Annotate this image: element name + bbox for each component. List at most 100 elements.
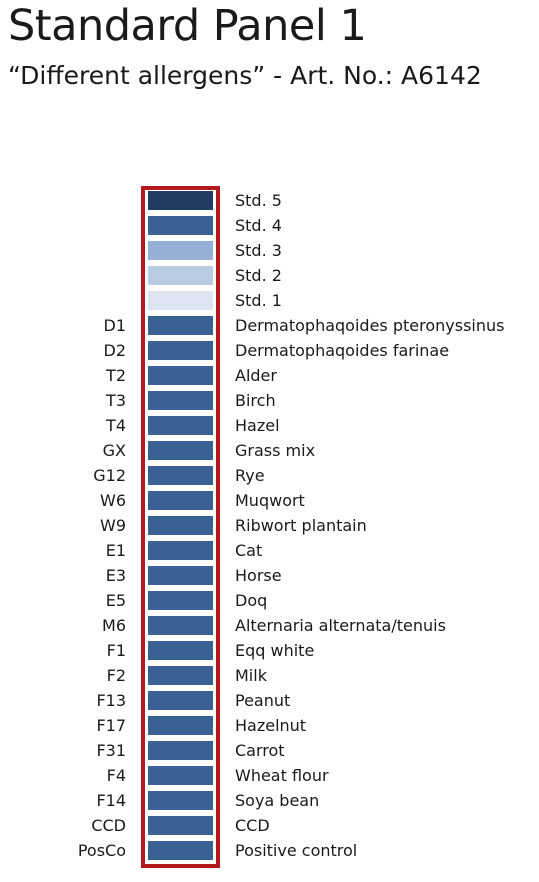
strip-row: T4 Hazel bbox=[0, 413, 539, 438]
allergen-code: G12 bbox=[93, 466, 126, 485]
test-band bbox=[148, 291, 213, 310]
strip-row: W9 Ribwort plantain bbox=[0, 513, 539, 538]
allergen-code: F13 bbox=[96, 691, 126, 710]
test-band bbox=[148, 366, 213, 385]
allergen-label: Ribwort plantain bbox=[235, 516, 367, 535]
test-band bbox=[148, 816, 213, 835]
allergen-label: Positive control bbox=[235, 841, 358, 860]
strip-row: Std. 1 bbox=[0, 288, 539, 313]
allergen-code: F2 bbox=[106, 666, 126, 685]
strip-row: E5 Doq bbox=[0, 588, 539, 613]
test-band bbox=[148, 191, 213, 210]
strip-row: F17 Hazelnut bbox=[0, 713, 539, 738]
allergen-code: T2 bbox=[106, 366, 126, 385]
allergen-label: Std. 3 bbox=[235, 241, 282, 260]
strip-row: GX Grass mix bbox=[0, 438, 539, 463]
test-band bbox=[148, 566, 213, 585]
test-band bbox=[148, 341, 213, 360]
allergen-label: Muqwort bbox=[235, 491, 305, 510]
allergen-label: Std. 1 bbox=[235, 291, 282, 310]
strip-row: E3 Horse bbox=[0, 563, 539, 588]
allergen-label: Eqq white bbox=[235, 641, 315, 660]
test-band bbox=[148, 266, 213, 285]
allergen-label: Dermatophaqoides pteronyssinus bbox=[235, 316, 505, 335]
allergen-code: CCD bbox=[91, 816, 126, 835]
test-band bbox=[148, 766, 213, 785]
strip-row: M6 Alternaria alternata/tenuis bbox=[0, 613, 539, 638]
test-band bbox=[148, 791, 213, 810]
allergen-label: Soya bean bbox=[235, 791, 320, 810]
strip-row: Std. 3 bbox=[0, 238, 539, 263]
strip-row: T3 Birch bbox=[0, 388, 539, 413]
allergen-code: F31 bbox=[96, 741, 126, 760]
allergen-label: Grass mix bbox=[235, 441, 316, 460]
test-band bbox=[148, 666, 213, 685]
allergen-label: Hazelnut bbox=[235, 716, 307, 735]
allergen-code: E3 bbox=[105, 566, 126, 585]
strip-row: F4 Wheat flour bbox=[0, 763, 539, 788]
test-band bbox=[148, 416, 213, 435]
allergen-code: E1 bbox=[105, 541, 126, 560]
allergen-label: Cat bbox=[235, 541, 263, 560]
strip-row: F1 Eqq white bbox=[0, 638, 539, 663]
allergen-label: Hazel bbox=[235, 416, 280, 435]
allergen-label: Birch bbox=[235, 391, 276, 410]
strip-row: G12 Rye bbox=[0, 463, 539, 488]
page-title: Standard Panel 1 bbox=[8, 1, 367, 51]
test-band bbox=[148, 391, 213, 410]
test-band bbox=[148, 841, 213, 860]
test-band bbox=[148, 691, 213, 710]
test-band bbox=[148, 741, 213, 760]
allergen-code: PosCo bbox=[77, 841, 126, 860]
page-subtitle: “Different allergens” - Art. No.: A6142 bbox=[8, 61, 482, 90]
strip-row: CCD CCD bbox=[0, 813, 539, 838]
allergen-label: Std. 5 bbox=[235, 191, 282, 210]
allergen-code: F1 bbox=[106, 641, 126, 660]
allergen-label: Peanut bbox=[235, 691, 291, 710]
test-band bbox=[148, 491, 213, 510]
strip-row: D2 Dermatophaqoides farinae bbox=[0, 338, 539, 363]
test-band bbox=[148, 591, 213, 610]
strip-row: D1 Dermatophaqoides pteronyssinus bbox=[0, 313, 539, 338]
allergen-code: M6 bbox=[102, 616, 126, 635]
allergen-label: Doq bbox=[235, 591, 268, 610]
allergen-code: F17 bbox=[96, 716, 126, 735]
strip-row: F31 Carrot bbox=[0, 738, 539, 763]
test-band bbox=[148, 541, 213, 560]
strip-row: F2 Milk bbox=[0, 663, 539, 688]
allergen-label: CCD bbox=[235, 816, 270, 835]
allergen-label: Alternaria alternata/tenuis bbox=[235, 616, 446, 635]
strip-row: F13 Peanut bbox=[0, 688, 539, 713]
allergen-label: Alder bbox=[235, 366, 277, 385]
strip-row: T2 Alder bbox=[0, 363, 539, 388]
allergen-code: D1 bbox=[103, 316, 127, 335]
test-band bbox=[148, 241, 213, 260]
test-band bbox=[148, 641, 213, 660]
test-band bbox=[148, 316, 213, 335]
allergen-label: Wheat flour bbox=[235, 766, 329, 785]
strip-row: W6 Muqwort bbox=[0, 488, 539, 513]
strip-row: F14 Soya bean bbox=[0, 788, 539, 813]
allergen-code: W9 bbox=[100, 516, 126, 535]
strip-row: Std. 5 bbox=[0, 188, 539, 213]
allergen-label: Std. 4 bbox=[235, 216, 282, 235]
allergen-label: Horse bbox=[235, 566, 282, 585]
allergen-code: F4 bbox=[106, 766, 126, 785]
allergen-code: D2 bbox=[103, 341, 127, 360]
test-band bbox=[148, 716, 213, 735]
allergen-code: E5 bbox=[105, 591, 126, 610]
allergen-label: Milk bbox=[235, 666, 267, 685]
strip-row: E1 Cat bbox=[0, 538, 539, 563]
test-band bbox=[148, 466, 213, 485]
allergen-label: Std. 2 bbox=[235, 266, 282, 285]
allergen-code: W6 bbox=[100, 491, 126, 510]
test-band bbox=[148, 516, 213, 535]
allergen-label: Carrot bbox=[235, 741, 285, 760]
allergen-code: T3 bbox=[106, 391, 126, 410]
allergen-code: T4 bbox=[106, 416, 126, 435]
test-band bbox=[148, 216, 213, 235]
test-band bbox=[148, 441, 213, 460]
test-band bbox=[148, 616, 213, 635]
allergen-label: Dermatophaqoides farinae bbox=[235, 341, 450, 360]
allergen-label: Rye bbox=[235, 466, 265, 485]
